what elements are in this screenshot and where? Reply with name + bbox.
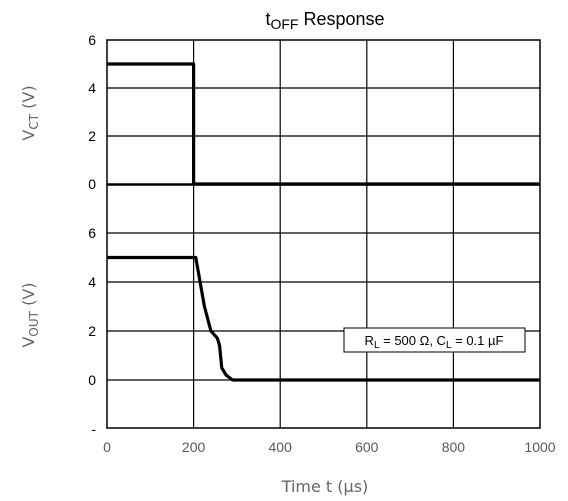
vout-ytick-label: 2 <box>88 323 96 339</box>
x-tick-label: 200 <box>182 439 206 455</box>
annotation-box <box>343 327 526 353</box>
chart-title-main: t <box>265 9 270 29</box>
annotation-part-3: L <box>446 340 452 351</box>
vout-plot-frame <box>106 184 541 429</box>
chart-title-subscript: OFF <box>270 16 298 32</box>
chart-title-rest: Response <box>298 9 384 29</box>
annotation-text: RL = 500 Ω, CL = 0.1 µF <box>365 333 504 351</box>
vct-axis-title-main: V <box>19 130 38 141</box>
vout-axis-title-main: V <box>19 337 38 348</box>
vct-axis-title-subscript: CT <box>27 113 41 129</box>
vout-axis-title: VOUT (V) <box>19 282 41 347</box>
annotation-part-4: = 0.1 µF <box>452 333 504 348</box>
vct-series-line <box>107 62 540 186</box>
annotation-part-2: = 500 Ω, C <box>380 333 446 348</box>
vout-ytick-label: 6 <box>88 225 96 241</box>
vout-axis-title-rest: (V) <box>19 282 38 311</box>
annotation-part-0: R <box>365 333 374 348</box>
vout-ytick-label: 4 <box>88 274 96 290</box>
vct-ytick-label: 6 <box>88 32 96 48</box>
vct-ytick-label: 2 <box>88 128 96 144</box>
vct-panel: 6 4 2 0 <box>88 32 541 192</box>
vct-plot-frame <box>106 39 541 185</box>
vout-ytick-label: 0 <box>88 372 96 388</box>
vct-axis-title: VCT (V) <box>19 85 41 140</box>
vout-series-line <box>107 255 540 382</box>
rl-cl-annotation: RL = 500 Ω, CL = 0.1 µF <box>343 327 526 353</box>
vout-ytick-label: - <box>91 421 96 437</box>
vct-ytick-label: 0 <box>88 176 96 192</box>
x-tick-label: 400 <box>269 439 293 455</box>
vout-axis-title-subscript: OUT <box>27 310 41 336</box>
x-axis-title: Time t (µs) <box>281 477 369 496</box>
vct-ytick-label: 4 <box>88 80 96 96</box>
x-tick-label: 0 <box>103 439 111 455</box>
x-tick-label: 600 <box>355 439 379 455</box>
x-tick-label: 800 <box>442 439 466 455</box>
chart-title: tOFF Response <box>265 9 384 32</box>
annotation-part-1: L <box>374 340 380 351</box>
x-tick-label: 1000 <box>524 439 555 455</box>
vct-axis-title-rest: (V) <box>19 85 38 114</box>
